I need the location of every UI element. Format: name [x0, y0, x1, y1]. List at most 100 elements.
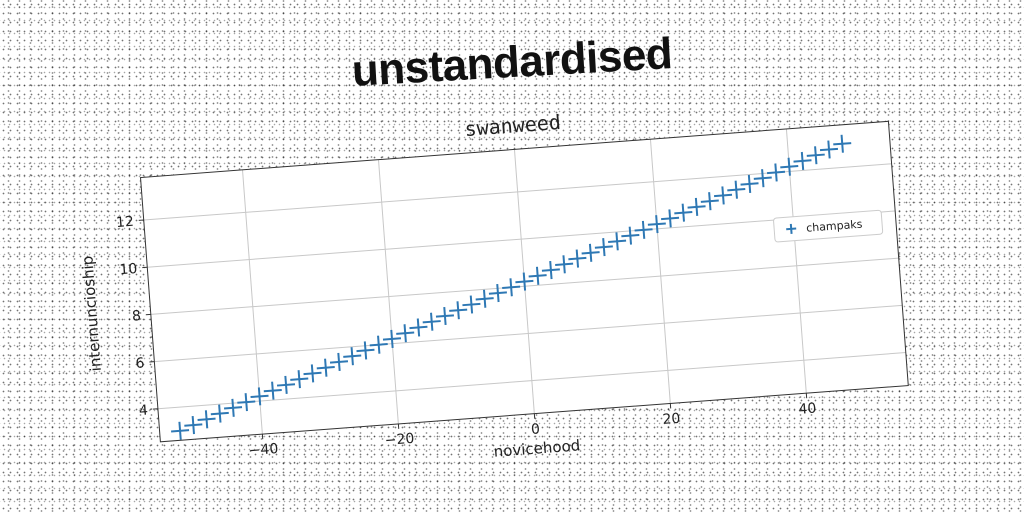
data-point: [210, 404, 229, 423]
data-point-v: [787, 157, 791, 176]
data-point-v: [363, 341, 368, 360]
data-point-v: [456, 301, 460, 320]
data-point: [594, 238, 613, 257]
data-point: [700, 192, 719, 211]
data-point: [608, 232, 627, 251]
data-point: [634, 220, 653, 239]
data-point: [647, 215, 666, 234]
data-point-v: [337, 352, 341, 371]
data-point-v: [271, 381, 275, 400]
data-point-v: [588, 243, 593, 262]
data-point-v: [814, 146, 818, 165]
data-point: [475, 289, 494, 308]
data-point: [541, 261, 560, 280]
data-point: [263, 381, 282, 400]
data-point: [713, 186, 733, 205]
data-point: [555, 255, 574, 274]
data-point: [780, 157, 799, 176]
data-point: [568, 249, 587, 268]
data-point-v: [575, 249, 580, 268]
data-point-v: [403, 324, 407, 343]
data-point-v: [641, 220, 646, 239]
data-point: [303, 364, 322, 383]
data-point-v: [800, 151, 805, 171]
data-point-v: [509, 278, 513, 297]
data-point-v: [761, 169, 765, 188]
data-point-v: [708, 192, 712, 211]
data-point-v: [416, 318, 421, 337]
data-point-v: [482, 289, 487, 308]
data-point-v: [218, 404, 222, 423]
data-point: [382, 329, 402, 349]
data-point: [621, 226, 640, 245]
grid: [143, 128, 906, 435]
x-grid-line: [377, 159, 399, 424]
data-point-v: [178, 421, 182, 440]
x-axis-label: novicehood: [493, 436, 581, 460]
data-point: [435, 306, 454, 326]
data-point-v: [244, 393, 248, 412]
data-point: [528, 266, 547, 285]
data-point: [184, 416, 203, 435]
data-point: [409, 318, 428, 337]
legend-label: champaks: [806, 218, 863, 235]
data-point-v: [827, 140, 831, 159]
data-point-v: [694, 197, 699, 216]
data-point-v: [562, 255, 566, 274]
data-point: [581, 243, 600, 262]
data-point-v: [297, 370, 301, 389]
data-point-v: [655, 215, 659, 234]
data-point: [396, 324, 415, 343]
legend-marker-v: [789, 223, 793, 234]
y-grid-line: [147, 210, 896, 268]
data-point-v: [747, 174, 752, 193]
x-grid-line: [649, 139, 671, 404]
data-point: [462, 295, 481, 314]
y-tick-label: 8: [131, 308, 141, 325]
data-point-v: [615, 232, 619, 251]
data-point-v: [231, 398, 235, 417]
y-tick-label: 12: [115, 214, 134, 231]
legend: champaks: [773, 209, 884, 243]
data-point: [224, 398, 243, 417]
data-point-v: [774, 163, 778, 182]
data-point: [661, 209, 680, 228]
data-point: [343, 347, 362, 366]
chart-rotated-group: −40 −20 0 20 40 4 6 8 10 12 swanweed novicehood i…: [78, 110, 909, 461]
data-point: [833, 134, 852, 153]
data-point-v: [443, 306, 447, 326]
data-point: [806, 146, 825, 165]
y-grid-line: [154, 304, 903, 363]
data-point: [290, 370, 309, 389]
data-point: [356, 341, 375, 360]
x-tick-label: −20: [384, 431, 415, 449]
data-point-v: [721, 186, 725, 205]
data-points: [171, 134, 852, 440]
legend-marker: [786, 223, 797, 234]
data-point: [369, 335, 388, 354]
data-point-v: [602, 238, 606, 257]
data-point: [727, 180, 746, 199]
data-point: [674, 203, 693, 222]
data-point: [276, 375, 296, 394]
chart-title: swanweed: [464, 110, 562, 141]
data-point: [793, 151, 812, 171]
data-point: [237, 393, 256, 412]
data-point-v: [469, 295, 474, 314]
y-tick-label: 6: [135, 355, 145, 372]
data-point-v: [324, 358, 328, 377]
data-point: [740, 174, 759, 193]
data-point-v: [734, 180, 738, 199]
y-grid-line: [157, 352, 906, 410]
data-point-v: [390, 329, 394, 349]
data-point: [422, 312, 441, 331]
y-axis-label: internuncioship: [78, 255, 105, 372]
data-point-v: [204, 410, 209, 429]
data-point: [515, 272, 534, 291]
x-tick-label: 40: [798, 401, 817, 418]
x-tick-label: 20: [662, 411, 681, 428]
data-point-v: [628, 226, 633, 245]
data-point-v: [535, 266, 540, 285]
x-tick-label: −40: [248, 441, 279, 459]
